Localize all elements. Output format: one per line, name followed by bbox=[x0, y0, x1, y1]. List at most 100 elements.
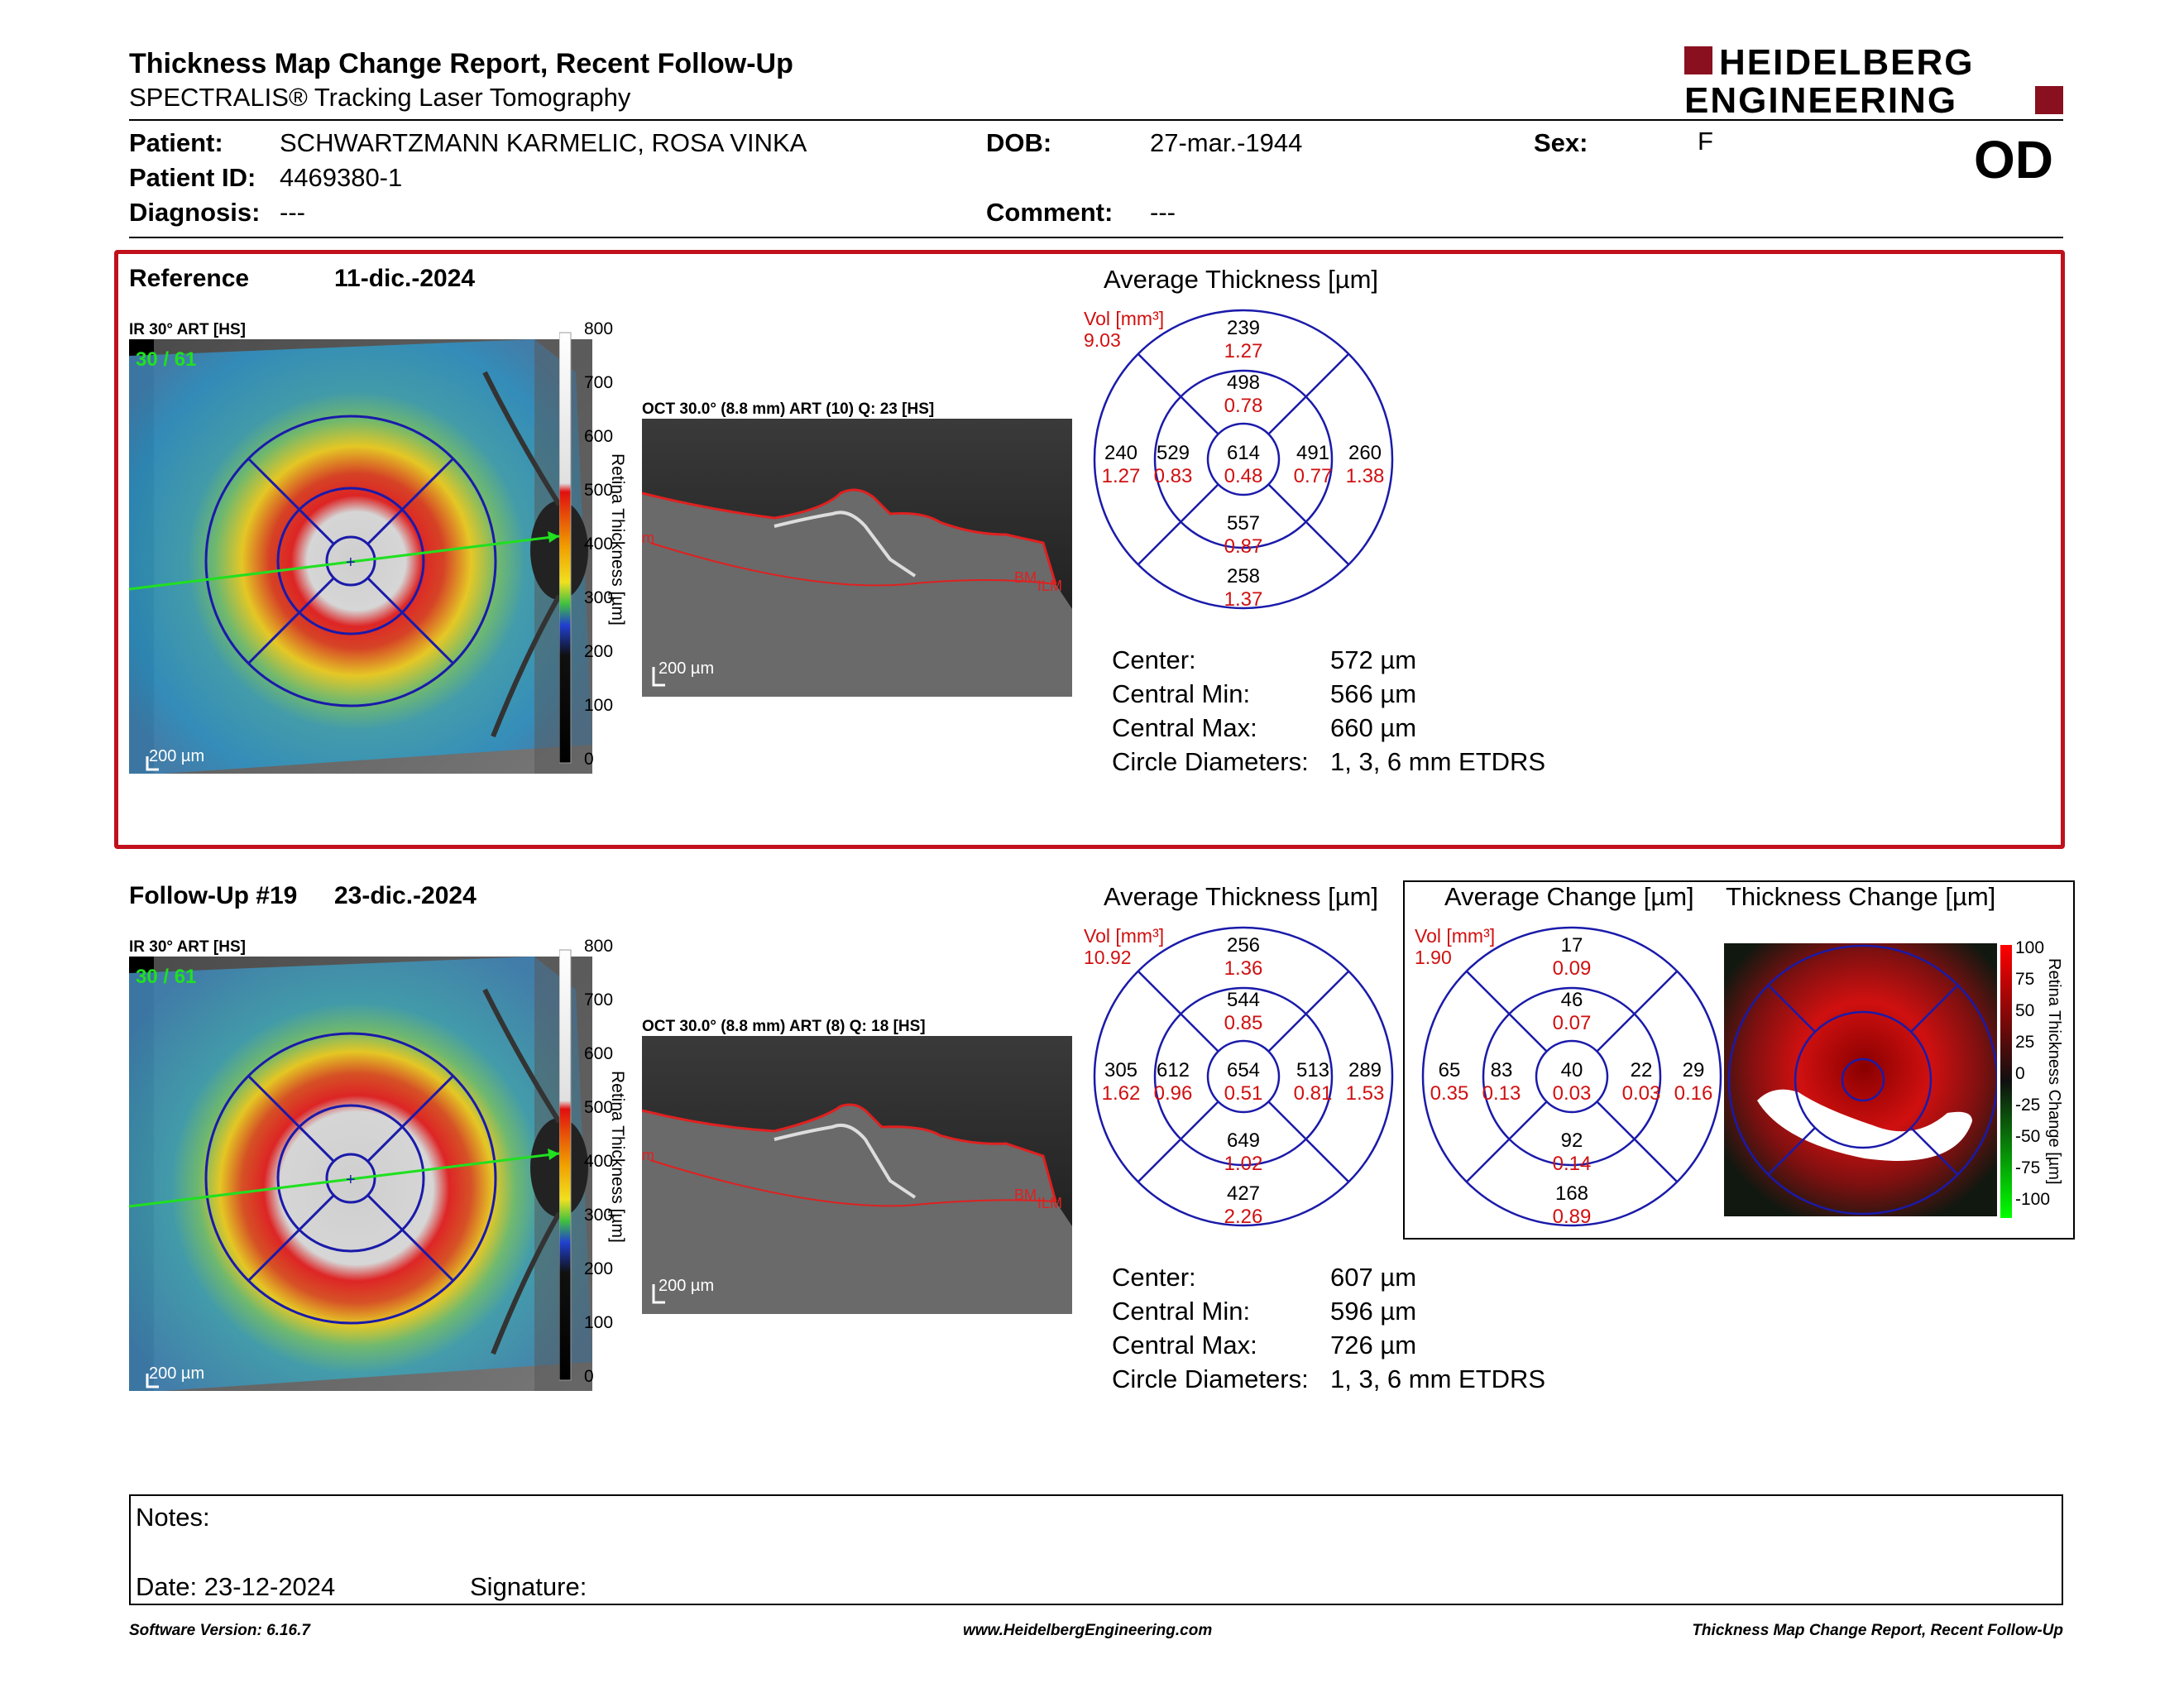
svg-text:65: 65 bbox=[1439, 1059, 1461, 1081]
svg-text:168: 168 bbox=[1555, 1182, 1588, 1205]
svg-text:ILM: ILM bbox=[1037, 1195, 1062, 1211]
svg-text:1.38: 1.38 bbox=[1346, 465, 1385, 487]
svg-text:0.85: 0.85 bbox=[1224, 1012, 1263, 1034]
svg-text:92: 92 bbox=[1561, 1129, 1583, 1152]
ref-color-scale bbox=[558, 329, 634, 780]
diagnosis-label: Diagnosis: bbox=[129, 198, 261, 227]
svg-text:0.87: 0.87 bbox=[1224, 535, 1263, 558]
svg-text:2.26: 2.26 bbox=[1224, 1206, 1263, 1228]
svg-text:427: 427 bbox=[1227, 1182, 1260, 1205]
ref-oct-caption: OCT 30.0° (8.8 mm) ART (10) Q: 23 [HS] bbox=[642, 400, 935, 418]
reference-frame bbox=[114, 250, 2065, 849]
report-subtitle: SPECTRALIS® Tracking Laser Tomography bbox=[129, 83, 631, 112]
dob-value: 27-mar.-1944 bbox=[1150, 128, 1303, 157]
reference-date: 11-dic.-2024 bbox=[334, 265, 476, 292]
svg-text:1.37: 1.37 bbox=[1224, 588, 1263, 611]
svg-text:40: 40 bbox=[1561, 1059, 1583, 1081]
svg-text:289: 289 bbox=[1348, 1059, 1382, 1081]
svg-text:240: 240 bbox=[1104, 442, 1138, 464]
ref-thickness-map: 30 / 61 + 200 µm bbox=[128, 339, 592, 778]
change-avg-title: Average Change [µm] bbox=[1444, 882, 1694, 911]
svg-text:0.51: 0.51 bbox=[1224, 1082, 1263, 1105]
svg-text:513: 513 bbox=[1296, 1059, 1329, 1081]
patient-id: 4469380-1 bbox=[280, 163, 403, 192]
fu-ir-scale: 200 µm bbox=[149, 1364, 204, 1383]
fu-scale-axis-label: Retina Thickness [µm] bbox=[608, 1071, 627, 1243]
fu-thickness-map: 30 / 61 + 200 µm bbox=[128, 957, 592, 1395]
svg-text:260: 260 bbox=[1348, 442, 1382, 464]
svg-text:649: 649 bbox=[1227, 1129, 1260, 1152]
sex-label: Sex: bbox=[1534, 128, 1588, 157]
ref-ir-scale: 200 µm bbox=[149, 747, 204, 765]
ref-ir-caption: IR 30° ART [HS] bbox=[129, 321, 246, 338]
change-vol: Vol [mm³] 1.90 bbox=[1415, 925, 1496, 968]
footer-report-name: Thickness Map Change Report, Recent Foll… bbox=[1692, 1622, 2063, 1639]
heidelberg-logo: HEIDELBERG ENGINEERING bbox=[1684, 42, 2063, 121]
svg-text:612: 612 bbox=[1157, 1059, 1190, 1081]
svg-text:29: 29 bbox=[1683, 1059, 1705, 1081]
logo-line1: HEIDELBERG bbox=[1719, 45, 1974, 83]
svg-text:BM: BM bbox=[1014, 569, 1037, 586]
patient-name: SCHWARTZMANN KARMELIC, ROSA VINKA bbox=[280, 128, 807, 157]
ref-oct-scale: 200 µm bbox=[659, 659, 714, 678]
change-map-title: Thickness Change [µm] bbox=[1726, 882, 1996, 911]
svg-text:ILM: ILM bbox=[1037, 578, 1062, 594]
ref-ir-counter: 30 / 61 bbox=[136, 348, 196, 371]
thickness-change-map bbox=[1724, 943, 1999, 1220]
svg-text:0.13: 0.13 bbox=[1482, 1082, 1521, 1105]
svg-text:0.16: 0.16 bbox=[1674, 1082, 1713, 1105]
signature-label: Signature: bbox=[470, 1572, 587, 1601]
svg-text:1.62: 1.62 bbox=[1102, 1082, 1141, 1105]
svg-text:0.09: 0.09 bbox=[1553, 957, 1592, 980]
fu-oct-scale: 200 µm bbox=[659, 1277, 714, 1295]
svg-text:557: 557 bbox=[1227, 512, 1260, 535]
svg-text:544: 544 bbox=[1227, 989, 1260, 1011]
svg-text:0.14: 0.14 bbox=[1553, 1153, 1592, 1175]
fu-vol: Vol [mm³] 10.92 bbox=[1084, 925, 1165, 968]
svg-text:+: + bbox=[346, 554, 356, 572]
svg-text:0.03: 0.03 bbox=[1553, 1082, 1592, 1105]
svg-text:1.27: 1.27 bbox=[1224, 340, 1263, 362]
comment-value: --- bbox=[1150, 198, 1176, 227]
fu-avg-title: Average Thickness [µm] bbox=[1104, 882, 1379, 911]
svg-text:m: m bbox=[642, 530, 654, 546]
change-etdrs-grid: 17 0.09 46 0.07 65 0.35 83 0.13 40 0.03 … bbox=[1415, 922, 1729, 1240]
reference-label: Reference bbox=[129, 265, 250, 292]
notes-label: Notes: bbox=[136, 1503, 210, 1532]
svg-text:258: 258 bbox=[1227, 565, 1260, 587]
ref-vol: Vol [mm³] 9.03 bbox=[1084, 308, 1165, 351]
svg-text:0.83: 0.83 bbox=[1154, 465, 1193, 487]
svg-text:239: 239 bbox=[1227, 317, 1260, 339]
svg-text:256: 256 bbox=[1227, 934, 1260, 957]
svg-text:529: 529 bbox=[1157, 442, 1190, 464]
svg-text:0.78: 0.78 bbox=[1224, 395, 1263, 417]
svg-text:654: 654 bbox=[1227, 1059, 1260, 1081]
patient-label: Patient: bbox=[129, 128, 223, 157]
svg-text:1.53: 1.53 bbox=[1346, 1082, 1385, 1105]
followup-label: Follow-Up #19 bbox=[129, 882, 298, 909]
change-panel bbox=[1403, 880, 2075, 1240]
svg-text:491: 491 bbox=[1296, 442, 1329, 464]
patient-id-label: Patient ID: bbox=[129, 163, 256, 192]
notes-box bbox=[129, 1494, 2063, 1605]
followup-date: 23-dic.-2024 bbox=[334, 882, 477, 909]
svg-text:614: 614 bbox=[1227, 442, 1260, 464]
footer-website[interactable]: www.HeidelbergEngineering.com bbox=[963, 1622, 1213, 1639]
logo-line2: ENGINEERING bbox=[1684, 80, 1957, 119]
svg-text:0.89: 0.89 bbox=[1553, 1206, 1592, 1228]
svg-text:0.48: 0.48 bbox=[1224, 465, 1263, 487]
ref-etdrs-grid: 239 1.27 498 0.78 240 1.27 529 0.83 614 … bbox=[1084, 305, 1398, 623]
svg-text:0.96: 0.96 bbox=[1154, 1082, 1193, 1105]
fu-ir-caption: IR 30° ART [HS] bbox=[129, 938, 246, 956]
dob-label: DOB: bbox=[986, 128, 1052, 157]
svg-text:83: 83 bbox=[1491, 1059, 1513, 1081]
change-scale-axis-label: Retina Thickness Change [µm] bbox=[2045, 958, 2063, 1185]
svg-text:0.81: 0.81 bbox=[1294, 1082, 1333, 1105]
notes-date: Date: 23-12-2024 bbox=[136, 1572, 336, 1601]
fu-oct-scan: m BM ILM 200 µm bbox=[641, 1036, 1072, 1318]
svg-text:BM: BM bbox=[1014, 1187, 1037, 1203]
svg-text:0.03: 0.03 bbox=[1622, 1082, 1661, 1105]
change-color-scale bbox=[2000, 945, 2012, 1222]
ref-avg-title: Average Thickness [µm] bbox=[1104, 265, 1379, 294]
fu-color-scale bbox=[558, 947, 634, 1398]
